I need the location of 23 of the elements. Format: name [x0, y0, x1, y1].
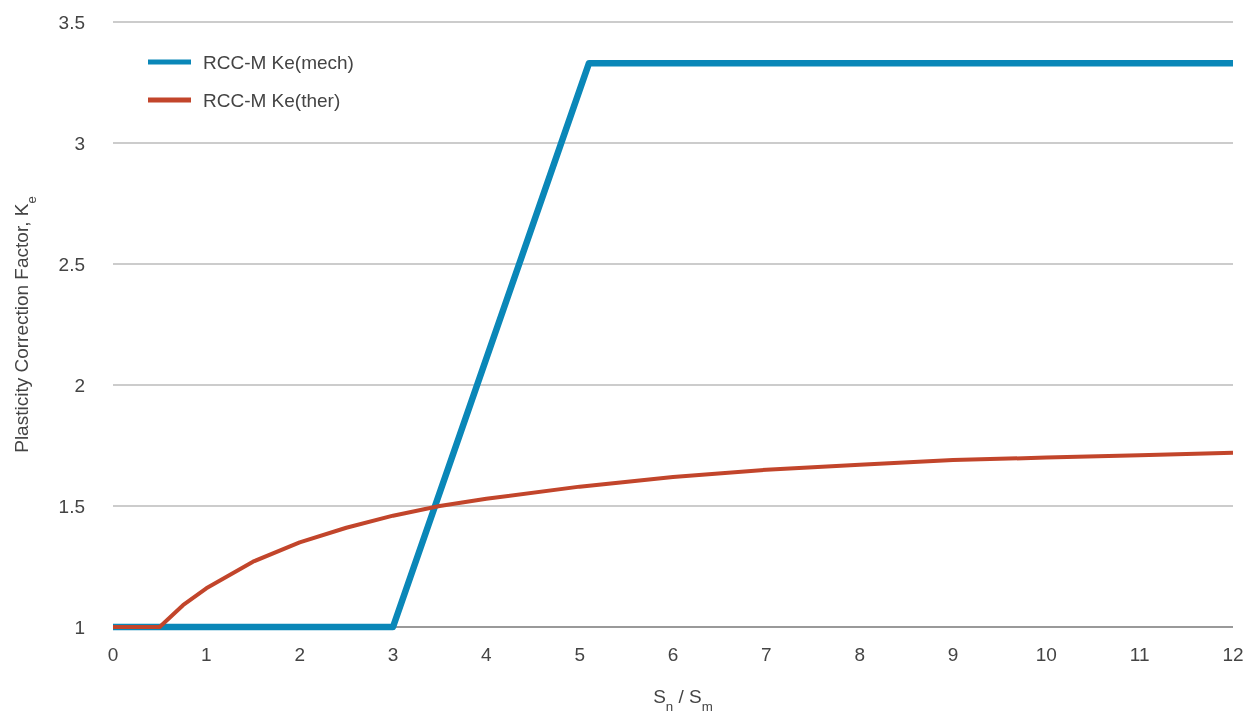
x-tick-label: 3: [387, 644, 399, 665]
x-tick-label: 8: [854, 644, 865, 665]
x-tick-label: 4: [481, 644, 493, 665]
legend-label: RCC-M Ke(mech): [203, 52, 354, 73]
y-tick-label: 1.5: [58, 496, 85, 517]
line-series: [111, 450, 1235, 629]
y-tick-label: 1: [74, 617, 85, 638]
x-tick-label: 2: [294, 644, 305, 665]
y-tick-label: 2: [74, 375, 85, 396]
y-tick-label: 3: [74, 133, 85, 154]
legend-label: RCC-M Ke(ther): [203, 90, 341, 111]
x-tick-label: 6: [667, 644, 679, 665]
x-tick-label: 5: [574, 644, 585, 665]
y-tick-label: 2.5: [58, 254, 85, 275]
x-tick-label: 9: [947, 644, 959, 665]
x-tick-label: 0: [107, 644, 119, 665]
y-tick-label: 3.5: [58, 12, 85, 33]
x-tick-label: 12: [1222, 644, 1244, 665]
x-tick-label: 7: [761, 644, 772, 665]
x-tick-label: 11: [1129, 644, 1150, 665]
x-tick-label: 10: [1035, 644, 1057, 665]
x-axis-title: S$_{n}$ / S$_{m}$: [653, 686, 713, 713]
x-tick-label: 1: [201, 644, 212, 665]
